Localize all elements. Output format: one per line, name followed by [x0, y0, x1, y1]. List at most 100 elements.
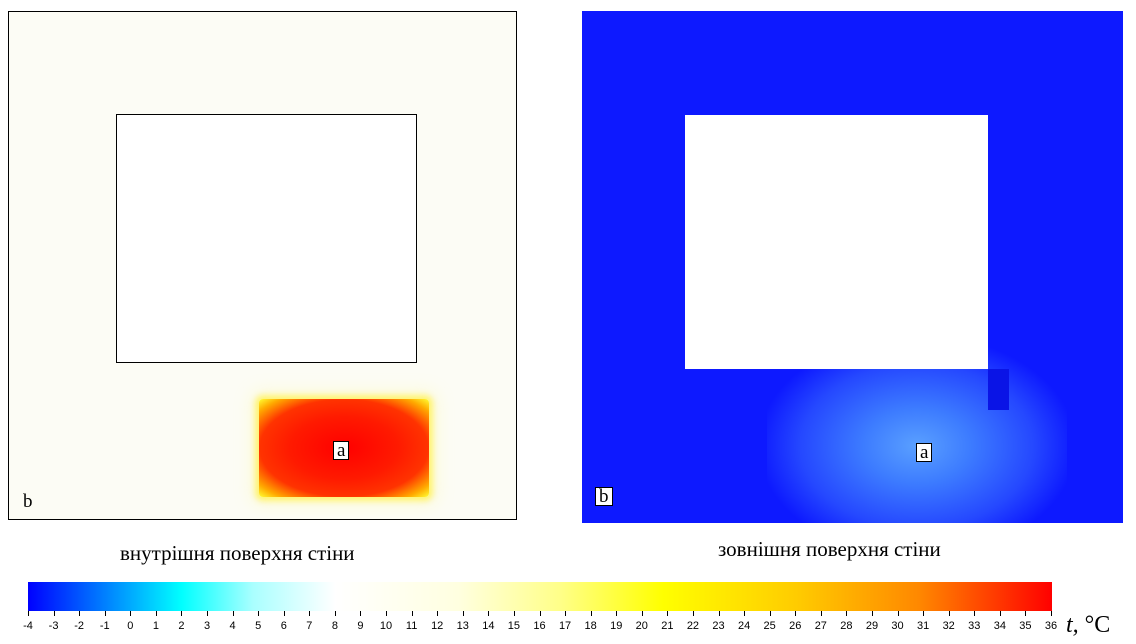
scale-tick-label: 20 — [635, 620, 648, 632]
scale-tick-label: 30 — [891, 620, 904, 632]
color-scale-ticks — [28, 611, 1052, 616]
scale-tick-label: 36 — [1044, 620, 1058, 632]
label-b: b — [595, 487, 613, 506]
scale-tick — [565, 611, 567, 616]
scale-tick — [744, 611, 746, 616]
scale-tick — [871, 611, 873, 616]
inner-surface-panel: a b — [8, 11, 517, 520]
scale-tick — [692, 611, 694, 616]
scale-tick — [974, 611, 976, 616]
scale-tick — [1025, 611, 1027, 616]
color-scale-labels: -4 -3 -2 -1 0 1 2 3 4 5 6 7 8 9 10 11 12 13 14 15 16 17 18 19 20… — [23, 620, 1057, 636]
label-a: a — [333, 441, 350, 460]
scale-tick-label: 24 — [737, 620, 751, 632]
window-opening — [116, 114, 417, 363]
scale-tick — [820, 611, 822, 616]
scale-tick — [155, 611, 157, 616]
scale-tick — [360, 611, 362, 616]
scale-tick — [667, 611, 669, 616]
scale-tick-label: 26 — [789, 620, 802, 632]
scale-tick — [79, 611, 81, 616]
scale-tick — [641, 611, 643, 616]
scale-tick-label: 18 — [584, 620, 597, 632]
window-frame-notch — [988, 369, 1009, 410]
scale-tick-label: 6 — [280, 620, 287, 632]
scale-tick-label: 22 — [686, 620, 700, 632]
unit-symbol: t, — [1066, 612, 1079, 638]
scale-tick — [513, 611, 515, 616]
label-b: b — [23, 491, 33, 512]
temperature-color-scale — [28, 582, 1052, 611]
scale-tick — [769, 611, 771, 616]
scale-tick — [53, 611, 55, 616]
scale-tick-label: 11 — [405, 620, 418, 632]
scale-tick — [539, 611, 541, 616]
scale-tick — [948, 611, 950, 616]
scale-tick-label: 10 — [379, 620, 393, 632]
scale-tick-label: 28 — [840, 620, 853, 632]
scale-tick-label: 1 — [152, 620, 159, 632]
scale-tick — [590, 611, 592, 616]
scale-tick — [28, 611, 29, 616]
scale-tick-label: -4 — [23, 620, 33, 632]
inner-surface-caption: внутрішня поверхня стіни — [120, 541, 355, 565]
scale-tick — [104, 611, 106, 616]
scale-tick-label: 3 — [203, 620, 211, 632]
scale-tick — [718, 611, 720, 616]
heated-zone-glow — [767, 341, 1067, 523]
scale-tick-label: 15 — [507, 620, 521, 632]
scale-tick — [386, 611, 388, 616]
scale-tick-label: 9 — [357, 620, 364, 632]
scale-tick — [181, 611, 183, 616]
scale-tick-label: 34 — [993, 620, 1006, 632]
scale-tick-label: 27 — [814, 620, 827, 632]
scale-tick — [462, 611, 464, 616]
scale-tick — [334, 611, 336, 616]
scale-tick — [283, 611, 285, 616]
scale-tick-label: 35 — [1019, 620, 1032, 632]
scale-tick-label: 29 — [865, 620, 879, 632]
scale-unit-label: t, °C — [1066, 612, 1110, 639]
outer-surface-panel: a b — [582, 11, 1123, 523]
scale-tick-label: 16 — [533, 620, 546, 632]
scale-tick — [258, 611, 260, 616]
scale-tick-label: 17 — [558, 620, 572, 632]
scale-tick-label: 12 — [431, 620, 444, 632]
scale-tick-label: -1 — [99, 620, 110, 632]
scale-tick — [232, 611, 234, 616]
outer-surface-caption: зовнішня поверхня стіни — [718, 537, 941, 561]
scale-tick-label: 4 — [229, 620, 236, 632]
scale-tick-label: 33 — [968, 620, 981, 632]
scale-tick-label: -2 — [74, 620, 85, 632]
scale-tick — [207, 611, 209, 616]
scale-tick — [488, 611, 490, 616]
scale-tick-label: -3 — [48, 620, 59, 632]
scale-tick-label: 8 — [331, 620, 338, 632]
scale-tick — [437, 611, 439, 616]
unit-text: °C — [1084, 612, 1111, 638]
window-opening — [685, 115, 988, 369]
scale-tick — [897, 611, 899, 616]
scale-tick — [130, 611, 132, 616]
scale-tick — [411, 611, 413, 616]
scale-tick — [1051, 611, 1052, 616]
scale-tick-label: 25 — [763, 620, 776, 632]
scale-tick-label: 14 — [482, 620, 495, 632]
scale-tick-label: 5 — [255, 620, 262, 632]
scale-tick — [923, 611, 925, 616]
scale-tick-label: 2 — [178, 620, 185, 632]
scale-tick-label: 32 — [942, 620, 955, 632]
scale-tick — [999, 611, 1001, 616]
scale-tick-label: 19 — [610, 620, 623, 632]
scale-tick — [616, 611, 618, 616]
scale-tick-label: 13 — [456, 620, 469, 632]
scale-tick-label: 21 — [661, 620, 674, 632]
scale-tick-label: 0 — [127, 620, 134, 632]
scale-tick — [846, 611, 848, 616]
scale-tick — [309, 611, 311, 616]
scale-tick-label: 23 — [712, 620, 725, 632]
scale-tick-label: 31 — [917, 620, 930, 632]
label-a: a — [916, 443, 933, 462]
scale-tick-label: 7 — [306, 620, 313, 632]
scale-tick — [795, 611, 797, 616]
